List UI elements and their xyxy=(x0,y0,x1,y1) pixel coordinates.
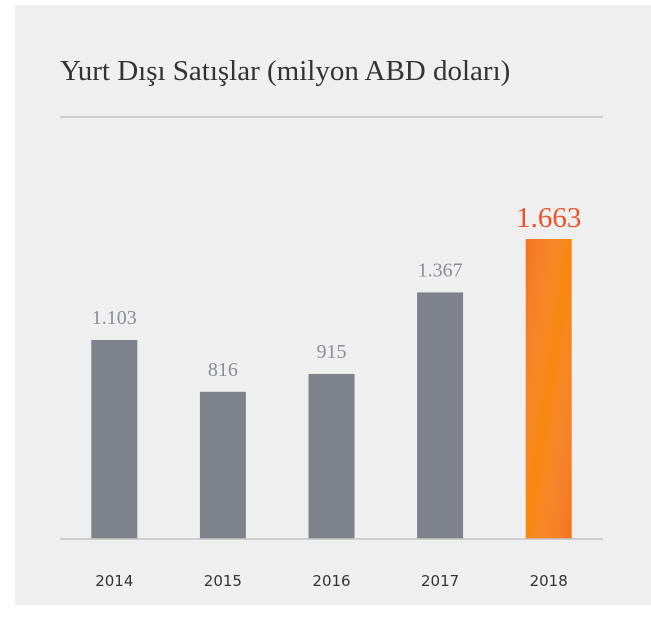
value-label: 1.367 xyxy=(418,259,463,281)
bar xyxy=(199,391,246,539)
x-tick-label: 2015 xyxy=(204,572,242,590)
bar-shine xyxy=(525,239,572,539)
bar xyxy=(91,340,138,539)
value-label: 1.103 xyxy=(92,307,137,329)
bar xyxy=(417,292,464,539)
value-label: 915 xyxy=(317,341,347,363)
value-label: 816 xyxy=(208,359,238,381)
x-tick-label: 2014 xyxy=(95,572,133,590)
x-tick-label: 2016 xyxy=(312,572,350,590)
value-label: 1.663 xyxy=(516,202,581,234)
chart-title: Yurt Dışı Satışlar (milyon ABD doları) xyxy=(60,55,510,87)
x-tick-label: 2018 xyxy=(530,572,568,590)
x-tick-label: 2017 xyxy=(421,572,459,590)
bar xyxy=(308,373,355,539)
